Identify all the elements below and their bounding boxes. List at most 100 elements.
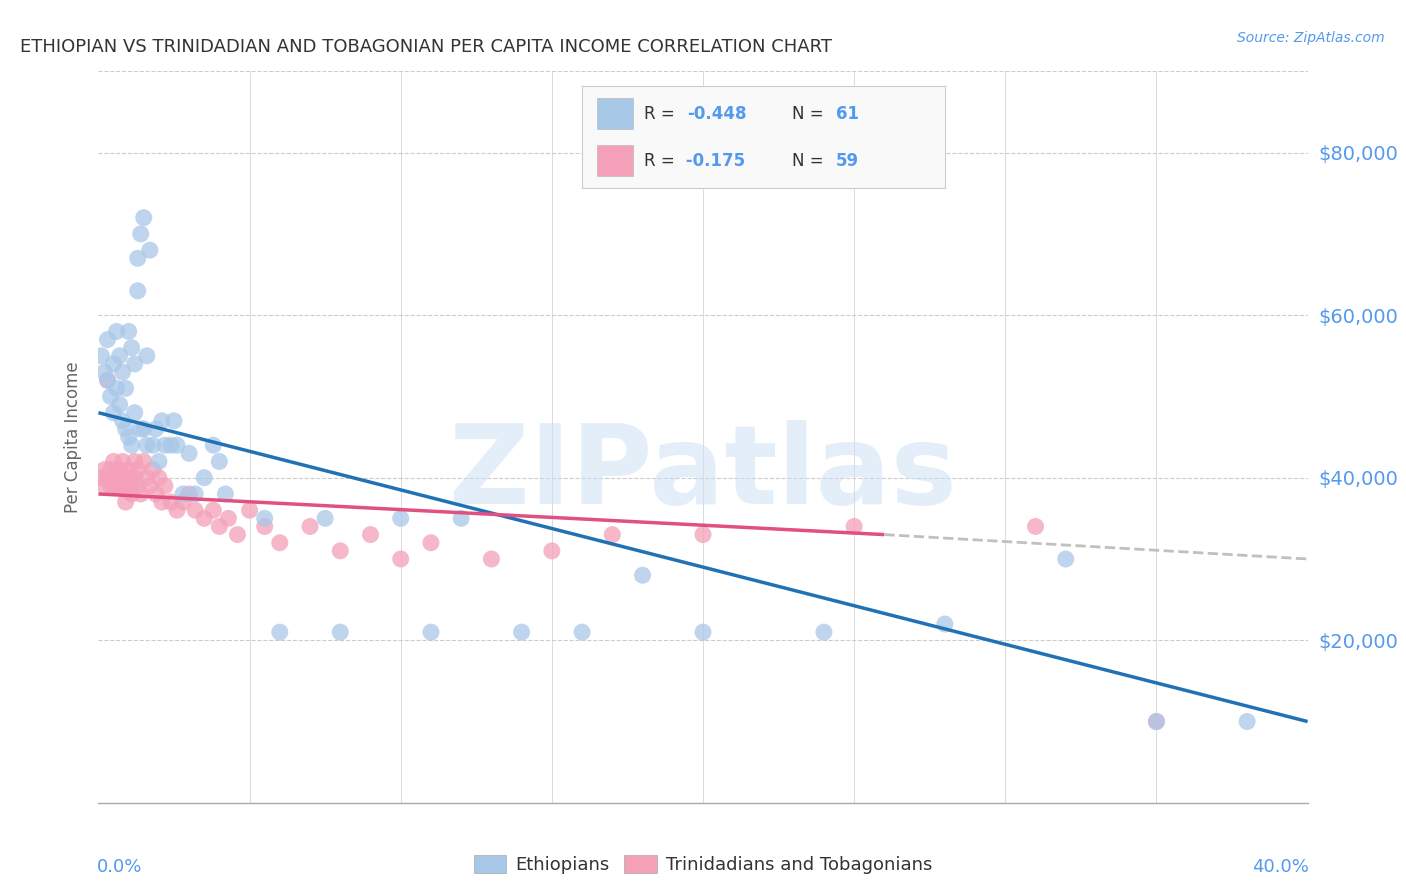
Point	[139, 479, 162, 493]
Point	[105, 479, 128, 493]
Point	[111, 365, 134, 379]
Point	[114, 381, 136, 395]
Point	[329, 625, 352, 640]
Point	[121, 438, 143, 452]
Point	[108, 479, 131, 493]
Point	[135, 471, 157, 485]
Point	[193, 511, 215, 525]
Point	[129, 422, 152, 436]
Text: 40.0%: 40.0%	[1251, 858, 1309, 876]
Point	[90, 471, 112, 485]
Point	[226, 527, 249, 541]
Point	[481, 552, 503, 566]
Point	[360, 527, 382, 541]
Point	[132, 211, 155, 225]
Point	[145, 487, 167, 501]
Point	[510, 625, 533, 640]
Point	[184, 487, 207, 501]
Point	[127, 284, 149, 298]
Point	[108, 349, 131, 363]
Point	[114, 422, 136, 436]
Point	[202, 438, 225, 452]
Point	[253, 511, 276, 525]
Point	[105, 381, 128, 395]
Point	[132, 454, 155, 468]
Point	[692, 527, 714, 541]
Point	[114, 495, 136, 509]
Point	[571, 625, 593, 640]
Point	[132, 422, 155, 436]
Point	[111, 414, 134, 428]
Text: ETHIOPIAN VS TRINIDADIAN AND TOBAGONIAN PER CAPITA INCOME CORRELATION CHART: ETHIOPIAN VS TRINIDADIAN AND TOBAGONIAN …	[20, 38, 832, 56]
Point	[100, 462, 122, 476]
Point	[105, 471, 128, 485]
Point	[389, 552, 412, 566]
Point	[217, 511, 239, 525]
Point	[148, 471, 170, 485]
Point	[100, 479, 122, 493]
Point	[253, 519, 276, 533]
Point	[105, 325, 128, 339]
Point	[118, 462, 141, 476]
Point	[184, 503, 207, 517]
Point	[1144, 714, 1167, 729]
Point	[142, 438, 165, 452]
Point	[160, 438, 183, 452]
Point	[239, 503, 262, 517]
Point	[193, 471, 215, 485]
Point	[129, 227, 152, 241]
Point	[118, 471, 141, 485]
Point	[1054, 552, 1077, 566]
Point	[118, 430, 141, 444]
Point	[121, 341, 143, 355]
Point	[121, 479, 143, 493]
Point	[96, 373, 118, 387]
Point	[93, 365, 115, 379]
Point	[179, 487, 201, 501]
Point	[208, 454, 231, 468]
Point	[135, 438, 157, 452]
Point	[631, 568, 654, 582]
Point	[124, 357, 146, 371]
Point	[389, 511, 412, 525]
Point	[1236, 714, 1258, 729]
Point	[844, 519, 866, 533]
Point	[103, 406, 125, 420]
Point	[145, 422, 167, 436]
Point	[127, 252, 149, 266]
Point	[103, 454, 125, 468]
Text: ZIPatlas: ZIPatlas	[449, 420, 957, 527]
Point	[96, 471, 118, 485]
Point	[166, 438, 188, 452]
Point	[121, 487, 143, 501]
Point	[124, 406, 146, 420]
Point	[208, 519, 231, 533]
Point	[100, 389, 122, 403]
Point	[299, 519, 322, 533]
Point	[813, 625, 835, 640]
Point	[93, 479, 115, 493]
Point	[96, 333, 118, 347]
Point	[214, 487, 236, 501]
Point	[111, 471, 134, 485]
Point	[150, 414, 173, 428]
Point	[124, 454, 146, 468]
Point	[314, 511, 336, 525]
Point	[160, 495, 183, 509]
Point	[142, 462, 165, 476]
Point	[1144, 714, 1167, 729]
Point	[127, 462, 149, 476]
Point	[269, 625, 291, 640]
Point	[934, 617, 956, 632]
Point	[139, 243, 162, 257]
Point	[129, 487, 152, 501]
Point	[420, 625, 443, 640]
Point	[93, 462, 115, 476]
Point	[179, 446, 201, 460]
Point	[172, 495, 194, 509]
Point	[148, 454, 170, 468]
Point	[114, 479, 136, 493]
Point	[450, 511, 472, 525]
Point	[124, 471, 146, 485]
Point	[153, 479, 176, 493]
